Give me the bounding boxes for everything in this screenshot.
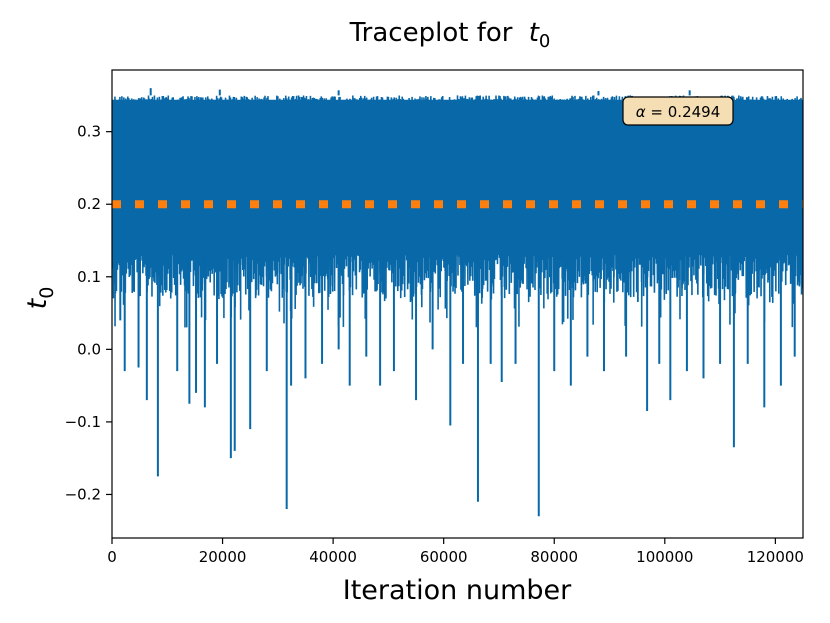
x-tick-label: 0 <box>107 548 117 566</box>
chart-title-text: Traceplot for <box>349 18 513 48</box>
x-tick-label: 60000 <box>420 548 468 566</box>
y-tick-label: 0.2 <box>77 195 101 213</box>
y-tick-label: 0.0 <box>77 340 101 358</box>
x-tick-label: 20000 <box>199 548 247 566</box>
trace-series <box>112 88 803 517</box>
x-axis-ticks: 0 20000 40000 60000 80000 100000 120000 <box>107 538 804 566</box>
chart-title: Traceplot for t0 <box>349 18 551 52</box>
y-tick-label: 0.3 <box>77 123 101 141</box>
y-axis-label-sub: 0 <box>36 287 58 299</box>
annotation-text: α = 0.2494 <box>636 103 721 121</box>
x-tick-label: 40000 <box>309 548 357 566</box>
y-tick-label: 0.1 <box>77 268 101 286</box>
x-tick-label: 80000 <box>530 548 578 566</box>
y-axis-label-var: t <box>22 297 53 309</box>
plot-frame <box>111 69 804 539</box>
y-axis-ticks: −0.2 −0.1 0.0 0.1 0.2 0.3 <box>65 123 112 503</box>
y-axis-label: t0 <box>22 287 58 310</box>
x-tick-label: 120000 <box>747 548 804 566</box>
chart-title-var: t <box>529 18 540 48</box>
annotation-value: = 0.2494 <box>650 103 720 121</box>
annotation-alpha: α <box>636 103 646 121</box>
x-tick-label: 100000 <box>636 548 693 566</box>
alpha-annotation: α = 0.2494 <box>622 96 734 126</box>
y-tick-label: −0.2 <box>65 485 101 503</box>
y-tick-label: −0.1 <box>65 413 101 431</box>
chart-title-sub: 0 <box>539 31 550 52</box>
annotation-box <box>622 96 734 126</box>
x-axis-label: Iteration number <box>343 575 572 606</box>
